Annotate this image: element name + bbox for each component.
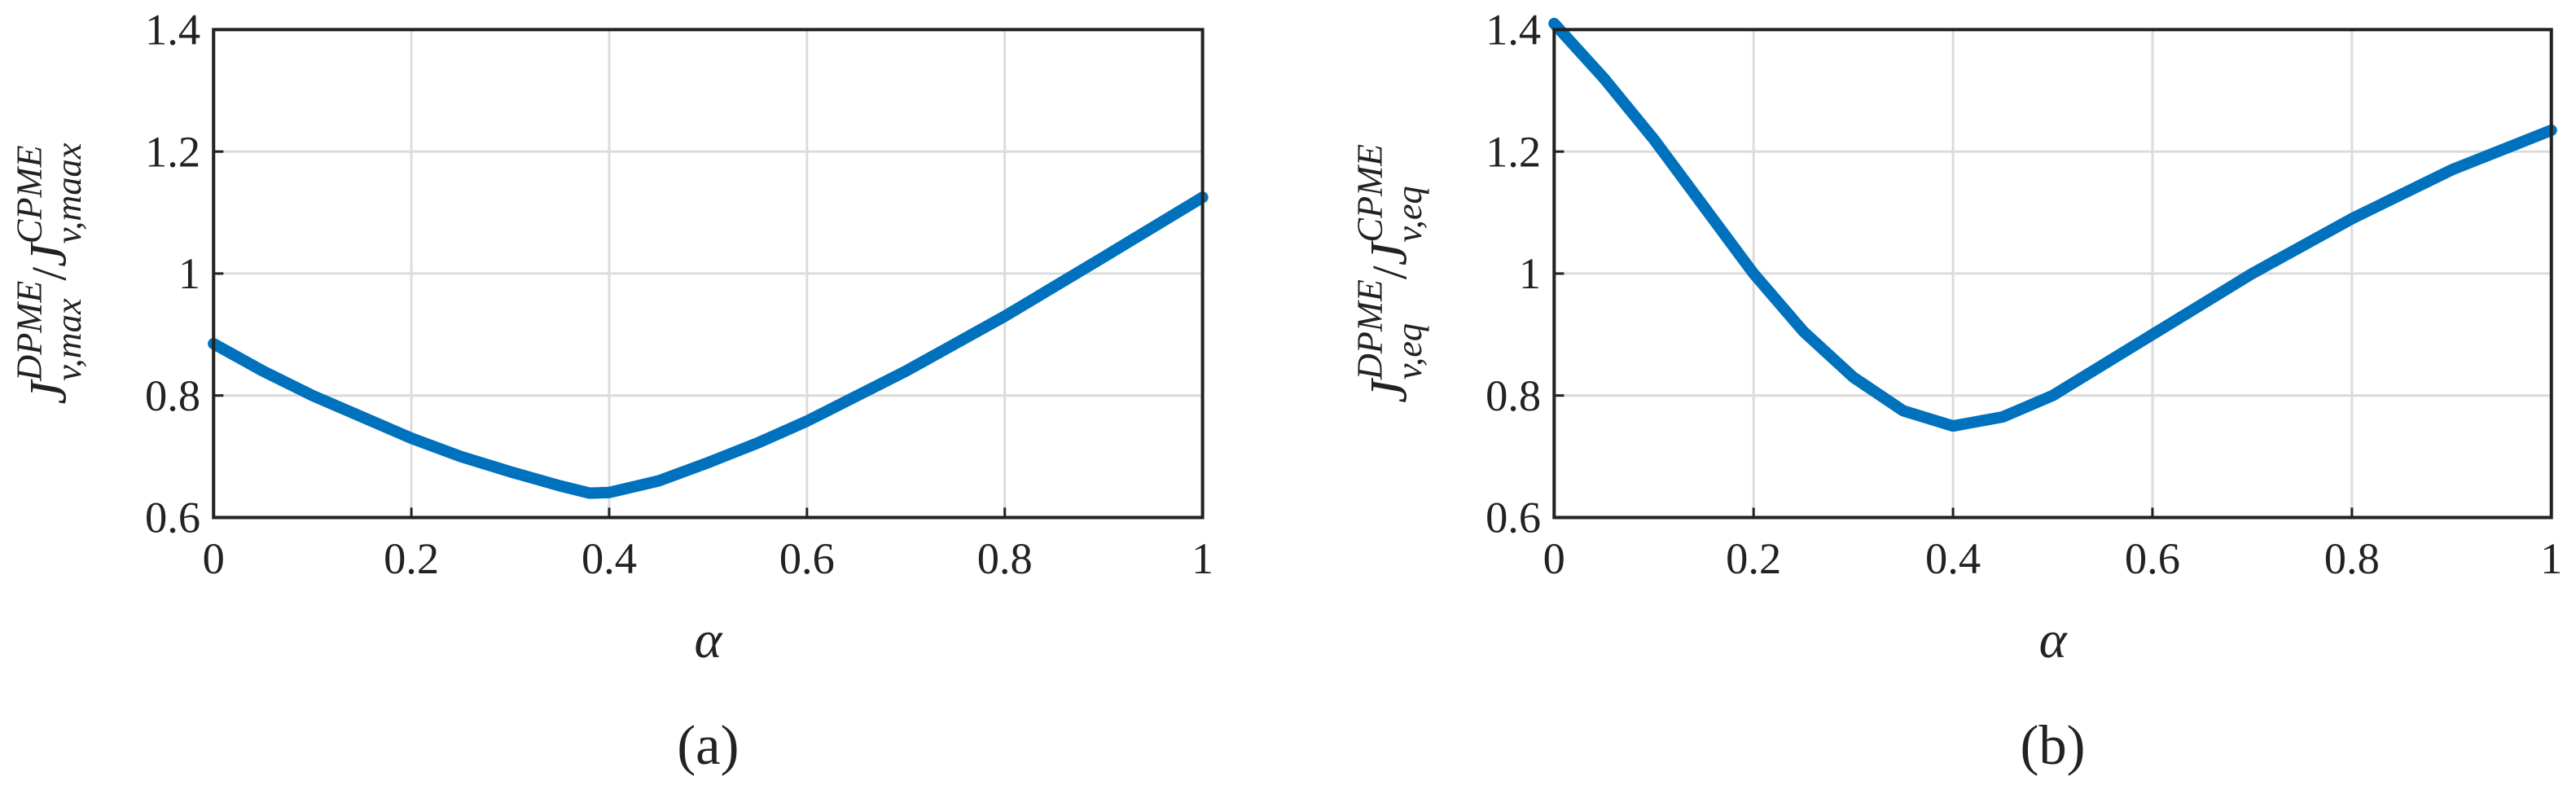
y-tick-label: 0.6 bbox=[145, 493, 200, 542]
caption-text: (b) bbox=[2021, 714, 2086, 776]
x-tick-label: 1 bbox=[1191, 533, 1213, 583]
y-label-part: v,maax bbox=[48, 143, 89, 243]
panel: 0 0.2 0.4 0.6 0.8 1 0.6 0.8 1 1.2 1.4 α (b) Jv,eqDPME… bbox=[1349, 5, 2562, 777]
y-label-part: DPME bbox=[1349, 279, 1389, 380]
y-tick-label: 1 bbox=[1519, 248, 1541, 298]
caption-text: (a) bbox=[677, 714, 739, 776]
y-label-part: DPME bbox=[8, 281, 49, 382]
y-label-part: CPME bbox=[8, 145, 49, 243]
x-tick-label: 0.4 bbox=[1925, 533, 1981, 583]
y-tick-label: 1 bbox=[178, 248, 200, 298]
panel-caption: (a) bbox=[677, 714, 739, 776]
panel-caption: (b) bbox=[2021, 714, 2086, 776]
y-label-part: v,eq bbox=[1389, 186, 1429, 242]
data-line bbox=[208, 191, 1209, 499]
x-axis-label: α bbox=[2039, 610, 2068, 669]
data-line bbox=[1548, 17, 2557, 432]
y-label-part: J bbox=[19, 379, 77, 405]
axes-frame bbox=[1552, 28, 2553, 520]
y-tick-label: 0.8 bbox=[1485, 371, 1541, 420]
y-label-part: J bbox=[1359, 239, 1418, 265]
y-label-part: v,eq bbox=[1389, 323, 1429, 379]
y-label-part: / bbox=[1363, 265, 1418, 279]
y-label-part: J bbox=[19, 241, 77, 267]
y-tick-label: 0.8 bbox=[145, 371, 200, 420]
x-tick-label: 0.6 bbox=[2125, 533, 2180, 583]
x-tick-label: 0 bbox=[1543, 533, 1565, 583]
panel: 0 0.2 0.4 0.6 0.8 1 0.6 0.8 1 1.2 1.4 α (a) Jv,maxDPM… bbox=[8, 5, 1213, 777]
x-tick-label: 1 bbox=[2540, 533, 2562, 583]
y-axis-label: Jv,eqDPME/Jv,eqCPME bbox=[1349, 144, 1428, 403]
x-tick-label: 0.8 bbox=[2324, 533, 2380, 583]
y-tick-label: 0.6 bbox=[1485, 493, 1541, 542]
x-tick-label: 0.4 bbox=[581, 533, 637, 583]
y-tick-label: 1.2 bbox=[145, 126, 200, 176]
y-label-part: J bbox=[1359, 377, 1418, 403]
y-label-part: / bbox=[23, 267, 77, 281]
x-tick-label: 0 bbox=[203, 533, 225, 583]
y-tick-label: 1.2 bbox=[1485, 126, 1541, 176]
x-tick-label: 0.6 bbox=[779, 533, 835, 583]
y-tick-label: 1.4 bbox=[1485, 5, 1541, 55]
x-tick-label: 0.8 bbox=[977, 533, 1033, 583]
y-tick-label: 1.4 bbox=[145, 5, 200, 55]
y-axis-label: Jv,maxDPME/Jv,maaxCPME bbox=[8, 143, 88, 404]
y-label-part: CPME bbox=[1349, 144, 1389, 243]
axes-frame bbox=[212, 28, 1205, 520]
y-label-part: v,max bbox=[48, 298, 89, 381]
x-axis-label: α bbox=[694, 610, 722, 669]
x-tick-label: 0.2 bbox=[1726, 533, 1781, 583]
x-tick-label: 0.2 bbox=[384, 533, 439, 583]
